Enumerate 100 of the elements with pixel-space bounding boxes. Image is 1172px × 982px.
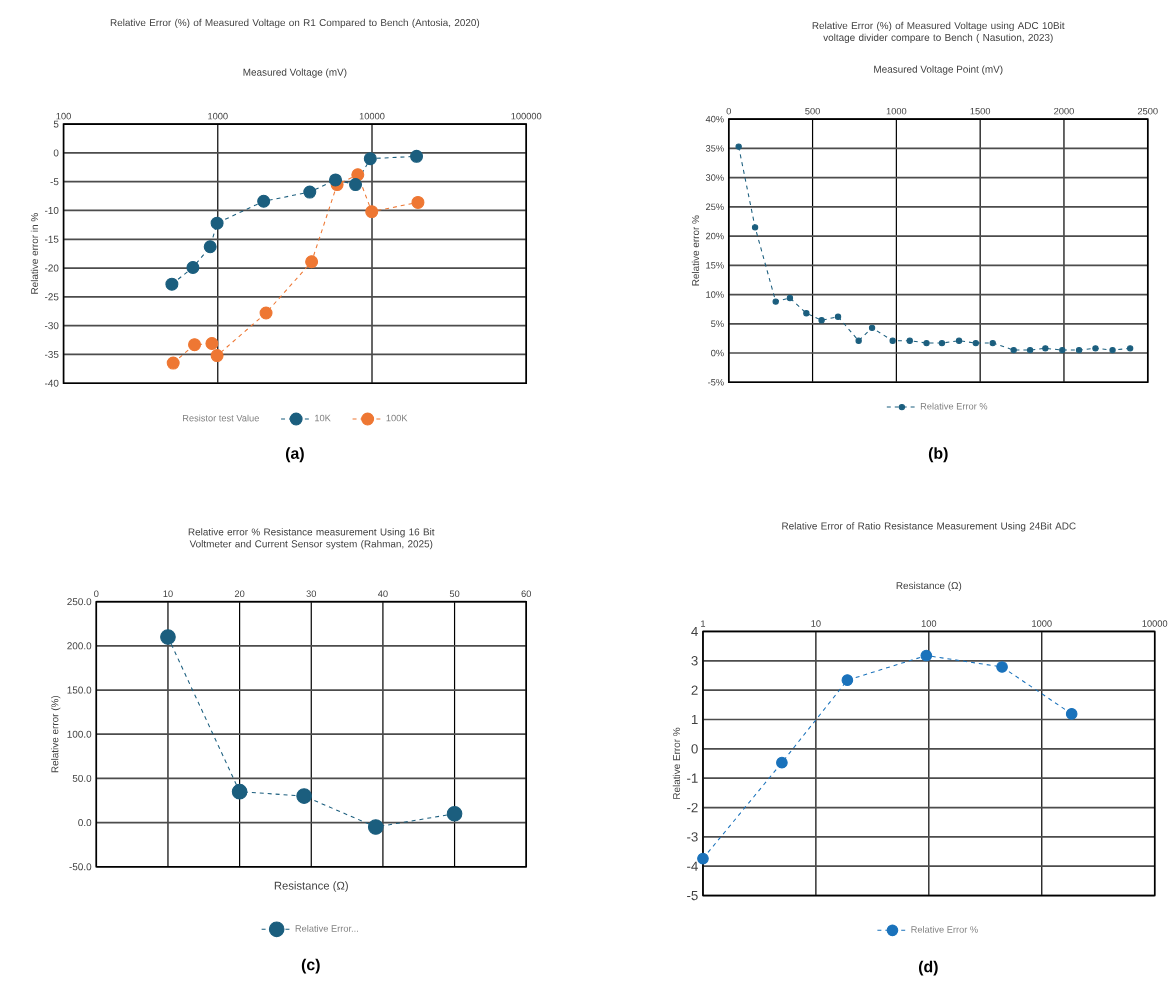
y-tick-label: 0% bbox=[711, 349, 724, 357]
y-tick-label: -3 bbox=[687, 832, 698, 842]
x-tick-label: 60 bbox=[521, 590, 532, 598]
chart-title: Relative Error of Ratio Resistance Measurement Using 24Bit ADC bbox=[782, 522, 1076, 532]
x-tick-label: 100000 bbox=[511, 112, 542, 120]
y-tick-label: -1 bbox=[687, 773, 698, 783]
y-tick-label: -30 bbox=[44, 322, 59, 330]
x-tick-label: 0 bbox=[94, 590, 99, 598]
x-tick-label: 2500 bbox=[1137, 107, 1158, 115]
point bbox=[735, 143, 742, 150]
point bbox=[1092, 345, 1099, 352]
point bbox=[868, 324, 876, 332]
point bbox=[1075, 346, 1083, 354]
point bbox=[906, 337, 913, 344]
point bbox=[160, 629, 176, 645]
x-tick-label: 10000 bbox=[359, 112, 385, 120]
y-tick-label: 25% bbox=[706, 203, 724, 211]
x-tick-label: 10000 bbox=[1142, 620, 1168, 627]
x-tick-label: 10 bbox=[163, 590, 173, 598]
point bbox=[989, 339, 996, 347]
y-tick-label: -40 bbox=[44, 379, 59, 387]
point bbox=[751, 224, 759, 231]
text: (d) bbox=[918, 960, 938, 976]
y-tick-label: -2 bbox=[687, 802, 698, 813]
y-tick-label: 5 bbox=[53, 120, 59, 128]
x-tick-label: 100 bbox=[921, 620, 937, 627]
y-tick-label: 10% bbox=[706, 291, 724, 298]
text: (a) bbox=[285, 447, 304, 463]
y-tick-label: 150.0 bbox=[67, 686, 92, 694]
y-tick-label: 20% bbox=[706, 232, 724, 240]
y-tick-label: 200.0 bbox=[67, 642, 92, 650]
y-tick-label: 40% bbox=[705, 115, 724, 123]
y-tick-label: 100.0 bbox=[67, 730, 92, 738]
x-tick-label: 40 bbox=[377, 590, 388, 598]
point bbox=[938, 339, 946, 347]
legend-label: Relative Error... bbox=[295, 925, 358, 932]
point bbox=[446, 805, 463, 822]
point bbox=[818, 317, 825, 324]
y-tick-label: -10 bbox=[44, 206, 59, 215]
y-tick-label: 0.0 bbox=[78, 819, 92, 827]
y-tick-label: 0 bbox=[53, 149, 59, 157]
point bbox=[972, 339, 979, 347]
y-tick-label: 1 bbox=[691, 714, 698, 725]
point bbox=[889, 337, 896, 344]
y-tick-label: -15 bbox=[44, 235, 59, 243]
point bbox=[1042, 345, 1049, 352]
point bbox=[1059, 346, 1066, 354]
point bbox=[855, 337, 862, 344]
x-tick-label: 2000 bbox=[1054, 107, 1074, 115]
point bbox=[923, 339, 930, 347]
legend-label: 10K bbox=[315, 414, 331, 422]
x-tick-label: 100 bbox=[56, 112, 71, 120]
y-tick-label: 35% bbox=[705, 145, 724, 152]
x-tick-label: 10 bbox=[811, 620, 821, 627]
y-tick-label: 2 bbox=[691, 685, 698, 695]
x-tick-label: 1000 bbox=[1032, 620, 1052, 627]
point bbox=[367, 819, 384, 835]
y-tick-label: 0 bbox=[691, 744, 698, 754]
y-tick-label: 15% bbox=[706, 262, 724, 269]
legend-title: Resistor test Value bbox=[183, 414, 259, 422]
x-axis-title: Resistance (Ω) bbox=[274, 881, 348, 892]
y-tick-label: -50.0 bbox=[69, 863, 92, 871]
text: (b) bbox=[928, 447, 948, 463]
y-tick-label: -35 bbox=[44, 350, 59, 358]
point bbox=[1026, 346, 1034, 354]
chart-title: Relative error % Resistance measurement Using 16 Bit Voltmeter and Current Sensor system (Rahman, 2025) bbox=[188, 528, 435, 550]
x-tick-label: 1500 bbox=[970, 107, 991, 115]
chart-title: Relative Error (%) of Measured Voltage using ADC 10Bit voltage divider compare to Bench ( Nasution, 2023) bbox=[812, 21, 1065, 43]
point bbox=[296, 788, 312, 804]
y-tick-label: 4 bbox=[691, 626, 698, 637]
y-tick-label: 3 bbox=[691, 656, 698, 666]
y-axis-title: Relative error % bbox=[691, 215, 700, 286]
x-tick-label: 500 bbox=[805, 107, 820, 115]
x-tick-label: 30 bbox=[306, 590, 317, 598]
point bbox=[231, 783, 248, 800]
y-axis-title: Relative error (%) bbox=[51, 695, 61, 773]
x-axis-title: Resistance (Ω) bbox=[896, 581, 962, 592]
y-axis-title: Relative Error % bbox=[672, 727, 681, 799]
point bbox=[772, 298, 779, 305]
y-tick-label: -4 bbox=[687, 861, 698, 871]
x-tick-label: 1000 bbox=[208, 112, 228, 120]
text: (c) bbox=[301, 958, 320, 974]
x-tick-label: 1000 bbox=[886, 107, 907, 115]
x-tick-label: 20 bbox=[234, 590, 245, 598]
point bbox=[803, 310, 810, 317]
x-axis-title: Measured Voltage Point (mV) bbox=[874, 65, 1003, 75]
point bbox=[1109, 346, 1116, 354]
y-tick-label: 250.0 bbox=[67, 598, 92, 606]
x-tick-label: 0 bbox=[726, 107, 731, 115]
point bbox=[1126, 345, 1134, 352]
y-tick-label: -20 bbox=[44, 264, 59, 272]
point bbox=[786, 294, 794, 302]
legend-label: Relative Error % bbox=[920, 402, 988, 410]
legend-label: 100K bbox=[386, 414, 408, 422]
y-tick-label: -5% bbox=[708, 379, 724, 386]
y-tick-label: 50.0 bbox=[72, 774, 92, 782]
chart-title: Relative Error (%) of Measured Voltage on R1 Compared to Bench (Antosia, 2020) bbox=[110, 18, 480, 29]
x-axis-title: Measured Voltage (mV) bbox=[243, 68, 347, 78]
legend-label: Relative Error % bbox=[911, 926, 978, 933]
y-axis-title: Relative error in % bbox=[30, 213, 39, 294]
